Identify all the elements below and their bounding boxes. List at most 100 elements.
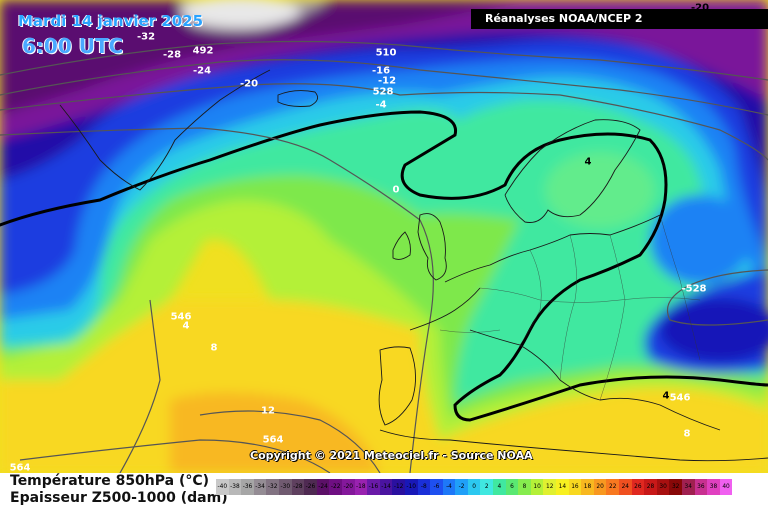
scale-tick-label: -8: [420, 482, 427, 490]
scale-tick-label: 32: [671, 482, 680, 490]
scale-swatch: -2: [455, 479, 468, 495]
scale-tick-label: 18: [583, 482, 592, 490]
temp-label: -28: [162, 49, 182, 61]
temp-label: 8: [210, 342, 218, 354]
temp-label: -20: [239, 78, 259, 90]
scale-tick-label: -28: [293, 482, 303, 490]
color-scale: -40 -38 -36 -34 -32 -30 -28 -26 -24 -22 -20 -18 -16-…: [216, 479, 733, 495]
scale-tick-label: -30: [280, 482, 291, 490]
scale-tick-label: 4: [497, 482, 502, 490]
scale-tick-label: -24: [318, 482, 328, 490]
scale-swatch: 28: [644, 479, 657, 495]
thickness-label: 564: [9, 462, 31, 474]
coastlines: [59, 69, 768, 462]
scale-tick-label: 10: [533, 482, 541, 490]
thickness-label: 528: [372, 86, 394, 98]
scale-swatch: 8: [518, 479, 531, 495]
scale-swatch: 36: [694, 479, 708, 495]
temp-label: -12: [377, 75, 397, 87]
scale-tick-label: 20: [596, 482, 604, 490]
scale-tick-label: -32: [267, 482, 278, 490]
temp-label: -24: [192, 65, 212, 77]
scale-tick-label: -20: [343, 482, 354, 490]
scale-tick-label: 24: [621, 482, 630, 490]
scale-swatch: -22: [329, 479, 342, 495]
date-title: Mardi 14 janvier 2025: [18, 12, 204, 30]
scale-swatch: -6: [430, 479, 443, 495]
scale-tick-label: 0: [472, 482, 477, 490]
scale-swatch: 32: [669, 479, 682, 495]
scale-tick-label: -22: [330, 482, 341, 490]
scale-tick-label: -40: [217, 482, 228, 490]
thickness-label: 492: [192, 45, 214, 57]
temp-label: 8: [683, 428, 691, 440]
scale-tick-label: -2: [458, 482, 465, 490]
scale-swatch: -24: [316, 479, 330, 495]
scale-swatch: 14: [556, 479, 569, 495]
temp-label: -20: [690, 2, 710, 14]
scale-swatch: -26: [304, 479, 317, 495]
scale-swatch: 22: [606, 479, 619, 495]
scale-tick-label: -36: [242, 482, 253, 490]
scale-swatch: 20: [593, 479, 607, 495]
scale-swatch: 30: [656, 479, 670, 495]
temperature-map: [0, 0, 768, 473]
source-banner: Réanalyses NOAA/NCEP 2: [471, 9, 768, 29]
thickness-label: 546: [170, 311, 192, 323]
scale-swatch: -40: [216, 479, 229, 495]
scale-swatch: 24: [619, 479, 632, 495]
scale-tick-label: 14: [558, 482, 567, 490]
scale-tick-label: -26: [305, 482, 316, 490]
thickness-contours: [0, 40, 768, 473]
time-title: 6:00 UTC: [22, 34, 124, 58]
scale-swatch: 0: [467, 479, 481, 495]
scale-swatch: 40: [719, 479, 733, 495]
scale-swatch: -10: [404, 479, 418, 495]
thickness-label: 510: [375, 47, 397, 59]
scale-swatch: -34: [253, 479, 267, 495]
scale-swatch: -14: [379, 479, 393, 495]
scale-tick-label: -14: [381, 482, 391, 490]
scale-swatch: 4: [493, 479, 506, 495]
scale-swatch: -4: [442, 479, 456, 495]
scale-tick-label: 34: [684, 482, 692, 490]
scale-tick-label: -34: [255, 482, 265, 490]
scale-swatch: 34: [681, 479, 695, 495]
scale-swatch: -18: [354, 479, 368, 495]
scale-tick-label: -4: [446, 482, 452, 490]
scale-swatch: 16: [568, 479, 582, 495]
temp-label: 12: [261, 405, 275, 417]
scale-swatch: -38: [228, 479, 242, 495]
scale-swatch: -36: [241, 479, 254, 495]
scale-swatch: -28: [291, 479, 305, 495]
thickness-label: 564: [262, 434, 284, 446]
temp-label: -16: [371, 65, 391, 77]
scale-swatch: 26: [631, 479, 645, 495]
scale-tick-label: -16: [368, 482, 379, 490]
legend-thickness-title: Epaisseur Z500-1000 (dam): [10, 490, 228, 506]
scale-tick-label: 16: [571, 482, 579, 490]
scale-tick-label: 22: [608, 482, 617, 490]
scale-swatch: 12: [543, 479, 557, 495]
scale-swatch: -12: [392, 479, 405, 495]
isotherm-zero: [0, 110, 768, 422]
copyright-notice: Copyright © 2021 Meteociel.fr - Source N…: [250, 449, 533, 462]
scale-tick-label: 40: [722, 482, 730, 490]
temp-label: 4: [182, 320, 190, 332]
scale-tick-label: 12: [546, 482, 554, 490]
scale-tick-label: -10: [406, 482, 416, 490]
scale-swatch: 38: [707, 479, 720, 495]
scale-tick-label: 2: [484, 482, 489, 490]
scale-swatch: -8: [417, 479, 431, 495]
temp-label: 4: [662, 390, 670, 402]
scale-tick-label: -12: [393, 482, 404, 490]
scale-swatch: 18: [581, 479, 594, 495]
scale-tick-label: 30: [659, 482, 667, 490]
scale-swatch: -30: [278, 479, 292, 495]
scale-tick-label: 36: [697, 482, 705, 490]
thickness-label: -528: [681, 283, 707, 295]
scale-tick-label: -38: [230, 482, 240, 490]
scale-tick-label: -6: [433, 482, 440, 490]
scale-swatch: 6: [505, 479, 519, 495]
